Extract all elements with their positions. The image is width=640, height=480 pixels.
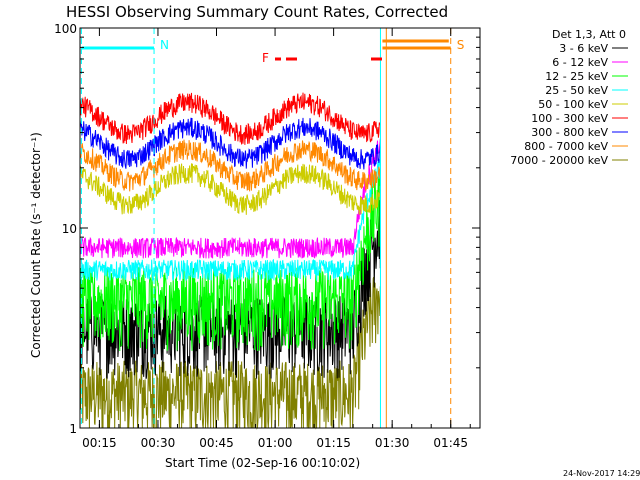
legend-label-1: 6 - 12 keV bbox=[552, 56, 608, 69]
legend-label-8: 7000 - 20000 keV bbox=[510, 154, 608, 167]
legend-label-0: 3 - 6 keV bbox=[559, 42, 608, 55]
series-line-6 bbox=[79, 117, 381, 170]
series-line-2 bbox=[79, 169, 381, 352]
marker-label-N: N bbox=[160, 38, 169, 52]
x-tick-label-1: 00:30 bbox=[141, 436, 176, 450]
x-tick-label-3: 01:00 bbox=[258, 436, 293, 450]
x-tick-label-0: 00:15 bbox=[82, 436, 117, 450]
y-tick-label-2: 1 bbox=[69, 422, 77, 436]
legend-header: Det 1,3, Att 0 bbox=[552, 28, 626, 41]
series-line-3 bbox=[79, 158, 381, 282]
plot-area: N SF bbox=[79, 28, 465, 430]
x-tick-label-5: 01:30 bbox=[375, 436, 410, 450]
y-axis-label: Corrected Count Rate (s⁻¹ detector⁻¹) bbox=[29, 132, 43, 358]
axes: 00:15 00:30 00:45 01:00 01:15 01:30 01:45 100 10… bbox=[54, 22, 481, 450]
chart-title: HESSI Observing Summary Count Rates, Cor… bbox=[66, 3, 448, 21]
x-tick-label-6: 01:45 bbox=[433, 436, 468, 450]
timestamp: 24-Nov-2017 14:29 bbox=[563, 469, 640, 478]
series-line-8 bbox=[79, 276, 381, 430]
series-line-1 bbox=[79, 138, 381, 259]
series-line-0 bbox=[79, 200, 381, 379]
marker-label-S: S bbox=[457, 38, 465, 52]
legend-label-3: 25 - 50 keV bbox=[545, 84, 608, 97]
legend-label-7: 800 - 7000 keV bbox=[524, 140, 608, 153]
flag-label-F: F bbox=[262, 51, 269, 65]
x-axis-label: Start Time (02-Sep-16 00:10:02) bbox=[165, 456, 360, 470]
series-line-7 bbox=[79, 139, 381, 192]
plot-frame bbox=[79, 27, 481, 429]
series-line-4 bbox=[79, 163, 381, 215]
x-tick-label-2: 00:45 bbox=[199, 436, 234, 450]
y-tick-label-0: 100 bbox=[54, 22, 77, 36]
legend-label-6: 300 - 800 keV bbox=[531, 126, 608, 139]
legend-label-4: 50 - 100 keV bbox=[538, 98, 608, 111]
legend-label-2: 12 - 25 keV bbox=[545, 70, 608, 83]
x-tick-label-4: 01:15 bbox=[316, 436, 351, 450]
y-tick-label-1: 10 bbox=[62, 222, 77, 236]
series-line-5 bbox=[79, 92, 381, 145]
legend-label-5: 100 - 300 keV bbox=[531, 112, 608, 125]
